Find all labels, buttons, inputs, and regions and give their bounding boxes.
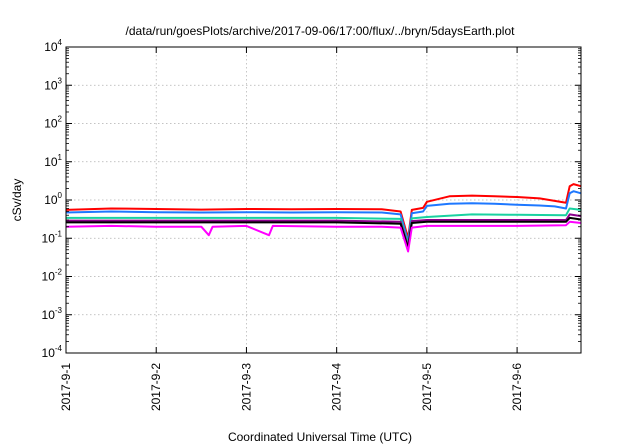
chart-title: /data/run/goesPlots/archive/2017-09-06/1… xyxy=(125,24,515,38)
series-line-3 xyxy=(66,207,582,246)
axes: 10-4 10-3 10-2 10-1 100 101 102 103 104 2017-9-1 2… xyxy=(42,38,581,411)
x-tick-label: 2017-9-4 xyxy=(330,363,344,411)
series-line-1 xyxy=(65,183,582,240)
y-tick-label: 10-1 xyxy=(42,229,63,245)
y-tick-label: 10-2 xyxy=(42,268,63,284)
y-tick-label: 101 xyxy=(44,153,62,169)
x-tick-label: 2017-9-3 xyxy=(239,363,253,411)
series-line-4 xyxy=(66,213,582,248)
x-tick-label: 2017-9-2 xyxy=(149,363,163,411)
y-tick-label: 102 xyxy=(44,115,62,131)
series-layer xyxy=(65,183,582,253)
y-tick-label: 10-4 xyxy=(42,344,63,360)
x-tick-label: 2017-9-5 xyxy=(420,363,434,411)
series-line-5 xyxy=(66,216,582,250)
x-tick-label: 2017-9-1 xyxy=(59,363,73,411)
x-axis-label: Coordinated Universal Time (UTC) xyxy=(227,430,413,444)
y-tick-label: 100 xyxy=(44,191,62,207)
x-tick-label: 2017-9-6 xyxy=(510,363,524,411)
y-tick-label: 104 xyxy=(44,38,62,54)
grid xyxy=(65,46,581,354)
series-line-2 xyxy=(65,190,582,243)
y-tick-label: 10-3 xyxy=(42,306,63,322)
y-tick-label: 103 xyxy=(44,76,62,92)
series-line-6 xyxy=(65,220,582,253)
